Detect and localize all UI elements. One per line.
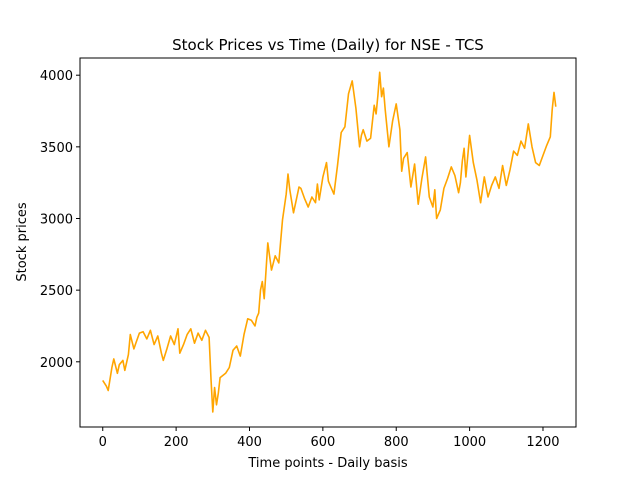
y-axis: 2000 2500 3000 3500 4000 <box>40 69 80 371</box>
series-line-0 <box>102 71 557 413</box>
chart-title: Stock Prices vs Time (Daily) for NSE - T… <box>172 36 484 54</box>
y-tick-label: 2500 <box>40 284 73 299</box>
x-tick-label: 1000 <box>453 435 486 450</box>
y-tick-label: 4000 <box>40 69 73 84</box>
x-axis: 0 200 400 600 800 1000 1200 <box>99 427 560 450</box>
x-tick-label: 1200 <box>526 435 559 450</box>
x-tick-label: 0 <box>99 435 107 450</box>
y-tick-label: 3000 <box>40 212 73 227</box>
x-tick-label: 600 <box>310 435 335 450</box>
x-tick-label: 200 <box>164 435 189 450</box>
plot-area <box>102 71 557 413</box>
y-axis-title: Stock prices <box>15 202 30 281</box>
axes-frame <box>79 57 577 428</box>
y-tick-label: 3500 <box>40 141 73 156</box>
x-tick-label: 800 <box>384 435 409 450</box>
x-tick-label: 400 <box>237 435 262 450</box>
x-axis-title: Time points - Daily basis <box>247 456 407 471</box>
y-tick-label: 2000 <box>40 356 73 371</box>
